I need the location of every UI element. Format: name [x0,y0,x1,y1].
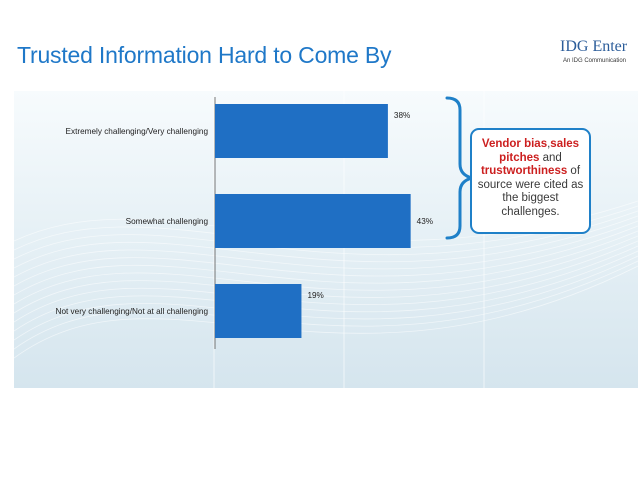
background-wave [14,240,638,314]
background-wave [14,250,638,332]
page-title: Trusted Information Hard to Come By [17,42,392,68]
background-wave [14,225,638,287]
callout-highlight: sales pitches [499,138,580,164]
category-label-2: Somewhat challenging [126,217,209,226]
bar-1 [215,104,388,158]
callout-segment: , [547,138,551,150]
bar-2 [215,194,411,248]
background-wave [14,215,638,269]
data-label-2: 43% [417,217,433,226]
callout-segment: of source were cited as the biggest chal… [477,165,584,218]
background-wave [14,235,638,305]
brand-logo: IDG Enter [560,38,628,55]
background-wave [14,220,638,278]
callout-box: Vendor bias,sales pitches and trustworth… [470,128,591,234]
brand-tagline: An IDG Communication [563,58,627,64]
callout-segment: and [539,151,562,164]
category-label-3: Not very challenging/Not at all challeng… [56,307,209,316]
curly-brace [445,96,473,240]
callout-highlight: Vendor bias [481,138,548,150]
bar-3 [215,284,302,338]
callout-text: Vendor bias,sales pitches and trustworth… [472,138,589,220]
callout-highlight: trustworthiness [480,165,568,178]
data-label-3: 19% [307,291,323,300]
background-wave [14,230,638,296]
bar-chart: Extremely challenging/Very challenging 38… [14,91,638,388]
category-label-1: Extremely challenging/Very challenging [66,127,209,136]
data-label-1: 38% [394,111,410,120]
